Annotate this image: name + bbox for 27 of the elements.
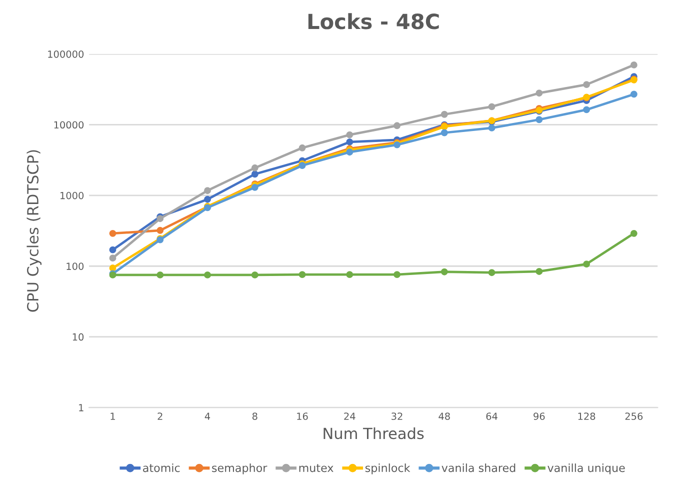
x-tick-label: 48	[438, 412, 450, 420]
x-tick-label: 64	[486, 412, 498, 420]
y-axis-title: CPU Cycles (RDTSCP)	[26, 150, 42, 312]
x-tick-label: 1	[110, 412, 115, 420]
x-tick-label: 32	[392, 412, 402, 420]
x-tick-label: 16	[297, 412, 308, 420]
y-tick-label: 1	[79, 404, 84, 412]
x-tick-label: 4	[204, 412, 210, 420]
y-tick-label: 100	[66, 262, 84, 270]
y-tick-label: 1000	[60, 192, 84, 200]
legend-label: mutex	[299, 464, 334, 472]
x-axis-title: Num Threads	[324, 427, 424, 440]
x-tick-label: 96	[534, 412, 545, 420]
x-tick-label: 24	[344, 412, 356, 420]
y-tick-label: 100000	[48, 50, 84, 58]
legend-label: semaphor	[212, 463, 268, 474]
x-tick-label: 8	[252, 412, 258, 420]
x-tick-label: 2	[158, 412, 162, 420]
legend-label: vanilla unique	[548, 463, 625, 474]
legend-label: vanila shared	[442, 463, 516, 472]
legend-label: spinlock	[365, 463, 410, 474]
y-tick-label: 10	[72, 333, 84, 341]
y-tick-label: 10000	[54, 121, 84, 129]
legend-label: atomic	[143, 463, 180, 472]
chart-title: Locks - 48C	[308, 13, 439, 30]
x-tick-label: 128	[578, 412, 596, 420]
x-tick-label: 256	[625, 412, 643, 420]
